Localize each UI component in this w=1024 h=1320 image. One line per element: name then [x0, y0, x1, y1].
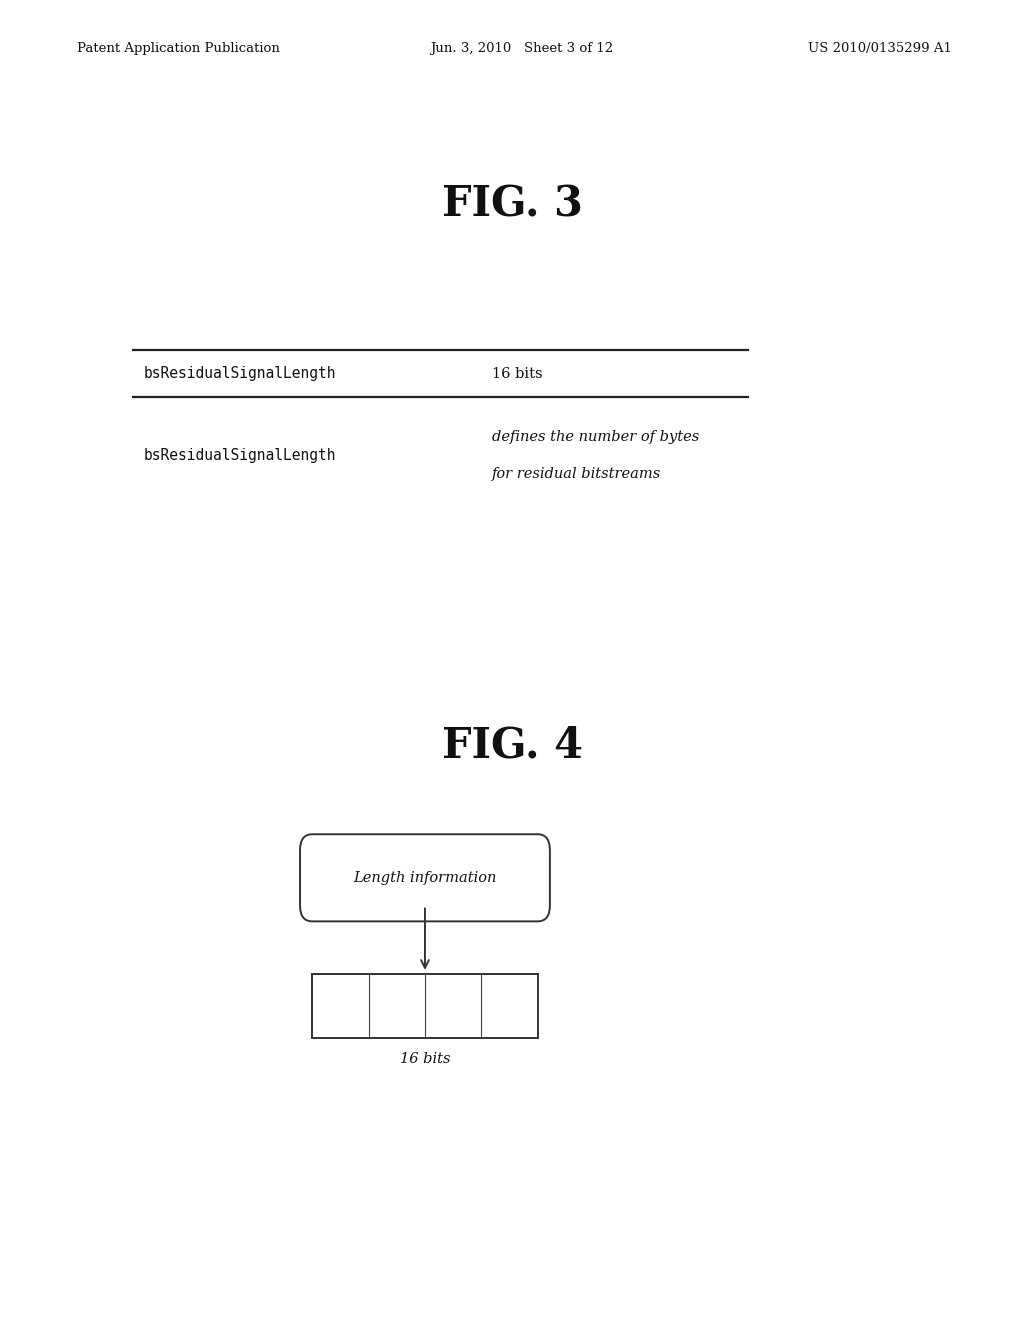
- Text: Length information: Length information: [353, 871, 497, 884]
- Text: Jun. 3, 2010   Sheet 3 of 12: Jun. 3, 2010 Sheet 3 of 12: [430, 42, 613, 55]
- FancyBboxPatch shape: [300, 834, 550, 921]
- Text: bsResidualSignalLength: bsResidualSignalLength: [143, 366, 336, 381]
- Text: for residual bitstreams: for residual bitstreams: [492, 467, 660, 480]
- Text: FIG. 4: FIG. 4: [441, 725, 583, 767]
- Bar: [312, 974, 538, 1038]
- Text: defines the number of bytes: defines the number of bytes: [492, 430, 698, 444]
- Text: 16 bits: 16 bits: [492, 367, 542, 380]
- Text: bsResidualSignalLength: bsResidualSignalLength: [143, 447, 336, 463]
- Text: US 2010/0135299 A1: US 2010/0135299 A1: [808, 42, 952, 55]
- Text: 16 bits: 16 bits: [399, 1052, 451, 1065]
- Text: FIG. 3: FIG. 3: [441, 183, 583, 226]
- Text: Patent Application Publication: Patent Application Publication: [77, 42, 280, 55]
